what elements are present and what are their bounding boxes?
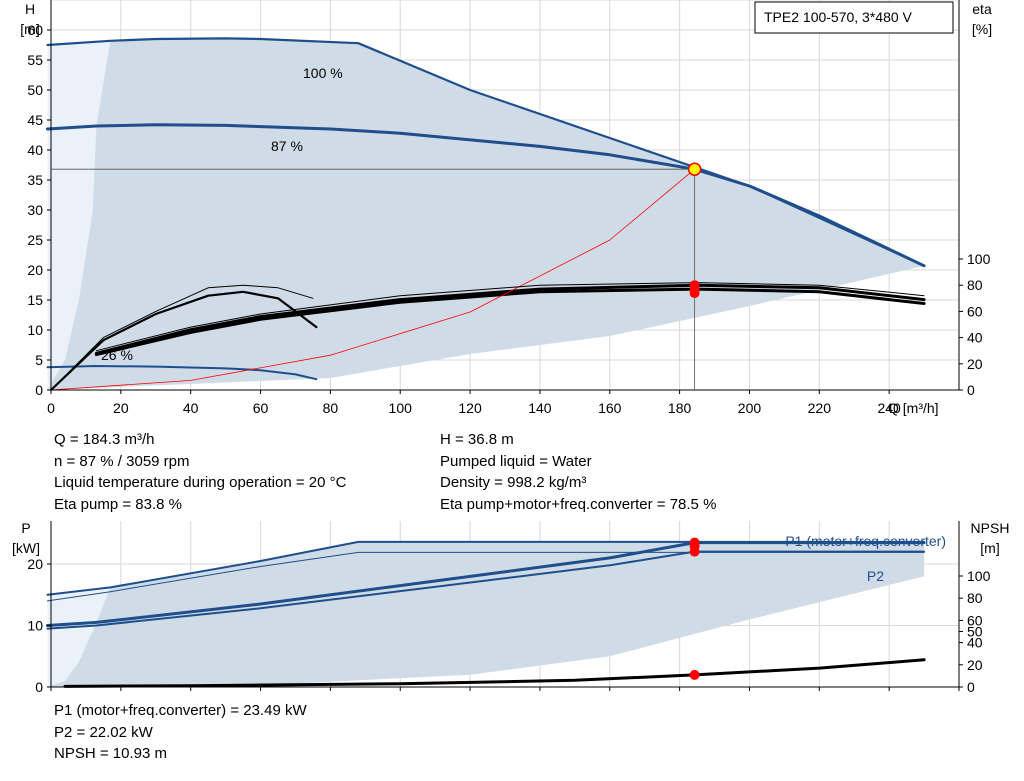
eta-curve-max-outer [95,282,925,352]
x-tick-label: 20 [113,400,129,416]
y-left-tick-label: 0 [35,679,43,695]
h-curve-100 [46,37,926,267]
x-tick-label: 220 [808,400,832,416]
x-tick-label: 200 [738,400,762,416]
pump-title-box: TPE2 100-570, 3*480 V [754,1,954,34]
y-left-tick-label: 40 [27,142,43,158]
y-left-tick-label: 0 [35,382,43,398]
readout-bottom: P1 (motor+freq.converter) = 23.49 kW P2 … [54,700,307,765]
readout-top-right: H = 36.8 m Pumped liquid = Water Density… [440,429,716,515]
readout-liquid-temp: Liquid temperature during operation = 20… [54,474,347,491]
y-right-tick-label: 100 [967,568,991,584]
y-right-tick-label: 60 [967,612,983,628]
eta-curve-87 [94,287,926,357]
y-left-axis-unit: [m] [20,21,39,37]
x-tick-label: 80 [323,400,339,416]
series-label-p2: P2 [867,568,884,584]
x-tick-label: 100 [389,400,413,416]
operating-point-marker [687,162,702,176]
envelope-min-region [47,587,111,687]
npsh-operating-marker [689,669,700,680]
y-left-tick-label: 10 [27,322,43,338]
readout-top-left: Q = 184.3 m³/h n = 87 % / 3059 rpm Liqui… [54,429,346,515]
y-right-tick-label: 20 [967,356,983,372]
y-left-tick-label: 25 [27,232,43,248]
y-right-axis-unit: [%] [972,21,992,37]
y-left-tick-label: 5 [35,352,43,368]
y-left-tick-label: 45 [27,112,43,128]
readout-eta-total: Eta pump+motor+freq.converter = 78.5 % [440,495,717,513]
y-left-tick-label: 55 [27,52,43,68]
readout-head: H = 36.8 m [440,431,514,448]
x-tick-label: 40 [183,400,199,416]
y-left-tick-label: 50 [27,82,43,98]
eta-operating-marker [689,288,700,299]
y-right-axis-title: eta [972,1,992,17]
y-right-tick-label: 80 [967,277,983,293]
readout-density: Density = 998.2 kg/m³ [440,474,587,491]
x-tick-label: 180 [668,400,692,416]
npsh-axis-title: NPSH [971,520,1010,536]
x-tick-label: 240 [877,400,901,416]
y-right-tick-label: 50 [967,624,983,640]
p-axis-title: P [21,520,30,536]
eta-curve-26-pump [49,290,318,392]
y-left-axis-title: H [25,1,35,17]
h-curve-26 [46,365,318,381]
x-tick-label: 0 [47,400,55,416]
y-left-tick-label: 20 [27,262,43,278]
readout-p2: P2 = 22.02 kW [54,723,153,741]
readout-speed: n = 87 % / 3059 rpm [54,452,190,470]
y-right-tick-label: 60 [967,303,983,319]
eta-curve-max [94,283,926,355]
curve-label-26: 26 % [101,347,133,363]
x-tick-label: 160 [598,400,622,416]
readout-p1: P1 (motor+freq.converter) = 23.49 kW [54,702,307,719]
y-right-tick-label: 100 [967,251,991,267]
x-tick-label: 120 [458,400,482,416]
eta-curve-26 [50,284,314,391]
x-axis-title: Q [m³/h] [888,400,939,416]
y-left-tick-label: 10 [27,618,43,634]
npsh-curve [63,658,926,688]
y-right-tick-label: 40 [967,635,983,651]
y-right-tick-label: 0 [967,382,975,398]
y-right-tick-label: 0 [967,679,975,695]
readout-npsh: NPSH = 10.93 m [54,745,167,762]
operating-envelope [47,541,925,687]
x-tick-label: 60 [253,400,269,416]
head-efficiency-chart: 0 5 10 15 20 25 30 35 40 45 50 55 60 0 20 40 60 80 100 0 20 4… [20,0,992,416]
y-left-tick-label: 20 [27,556,43,572]
y-left-tick-label: 15 [27,292,43,308]
system-curve [50,168,695,391]
p2-operating-marker [689,546,700,557]
x-tick-label: 140 [528,400,552,416]
readout-pumped-liquid: Pumped liquid = Water [440,452,592,470]
y-left-tick-label: 30 [27,202,43,218]
pump-title-text: TPE2 100-570, 3*480 V [764,9,913,25]
npsh-axis-unit: [m] [980,540,999,556]
h-curve-87 [46,123,926,268]
operating-envelope [47,38,925,391]
p-axis-unit: [kW] [12,540,40,556]
readout-flow: Q = 184.3 m³/h [54,431,155,448]
series-label-p1: P1 (motor+freq.converter) [785,533,946,549]
y-left-tick-label: 35 [27,172,43,188]
readout-eta-pump: Eta pump = 83.8 % [54,495,182,513]
y-left-tick-label: 60 [27,22,43,38]
curve-label-87: 87 % [271,138,303,154]
curve-label-100: 100 % [303,65,343,81]
y-right-tick-label: 80 [967,590,983,606]
y-right-tick-label: 40 [967,330,983,346]
y-right-tick-label: 20 [967,657,983,673]
